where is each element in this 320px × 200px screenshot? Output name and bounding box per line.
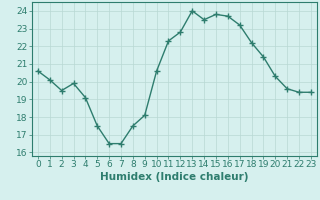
X-axis label: Humidex (Indice chaleur): Humidex (Indice chaleur) (100, 172, 249, 182)
